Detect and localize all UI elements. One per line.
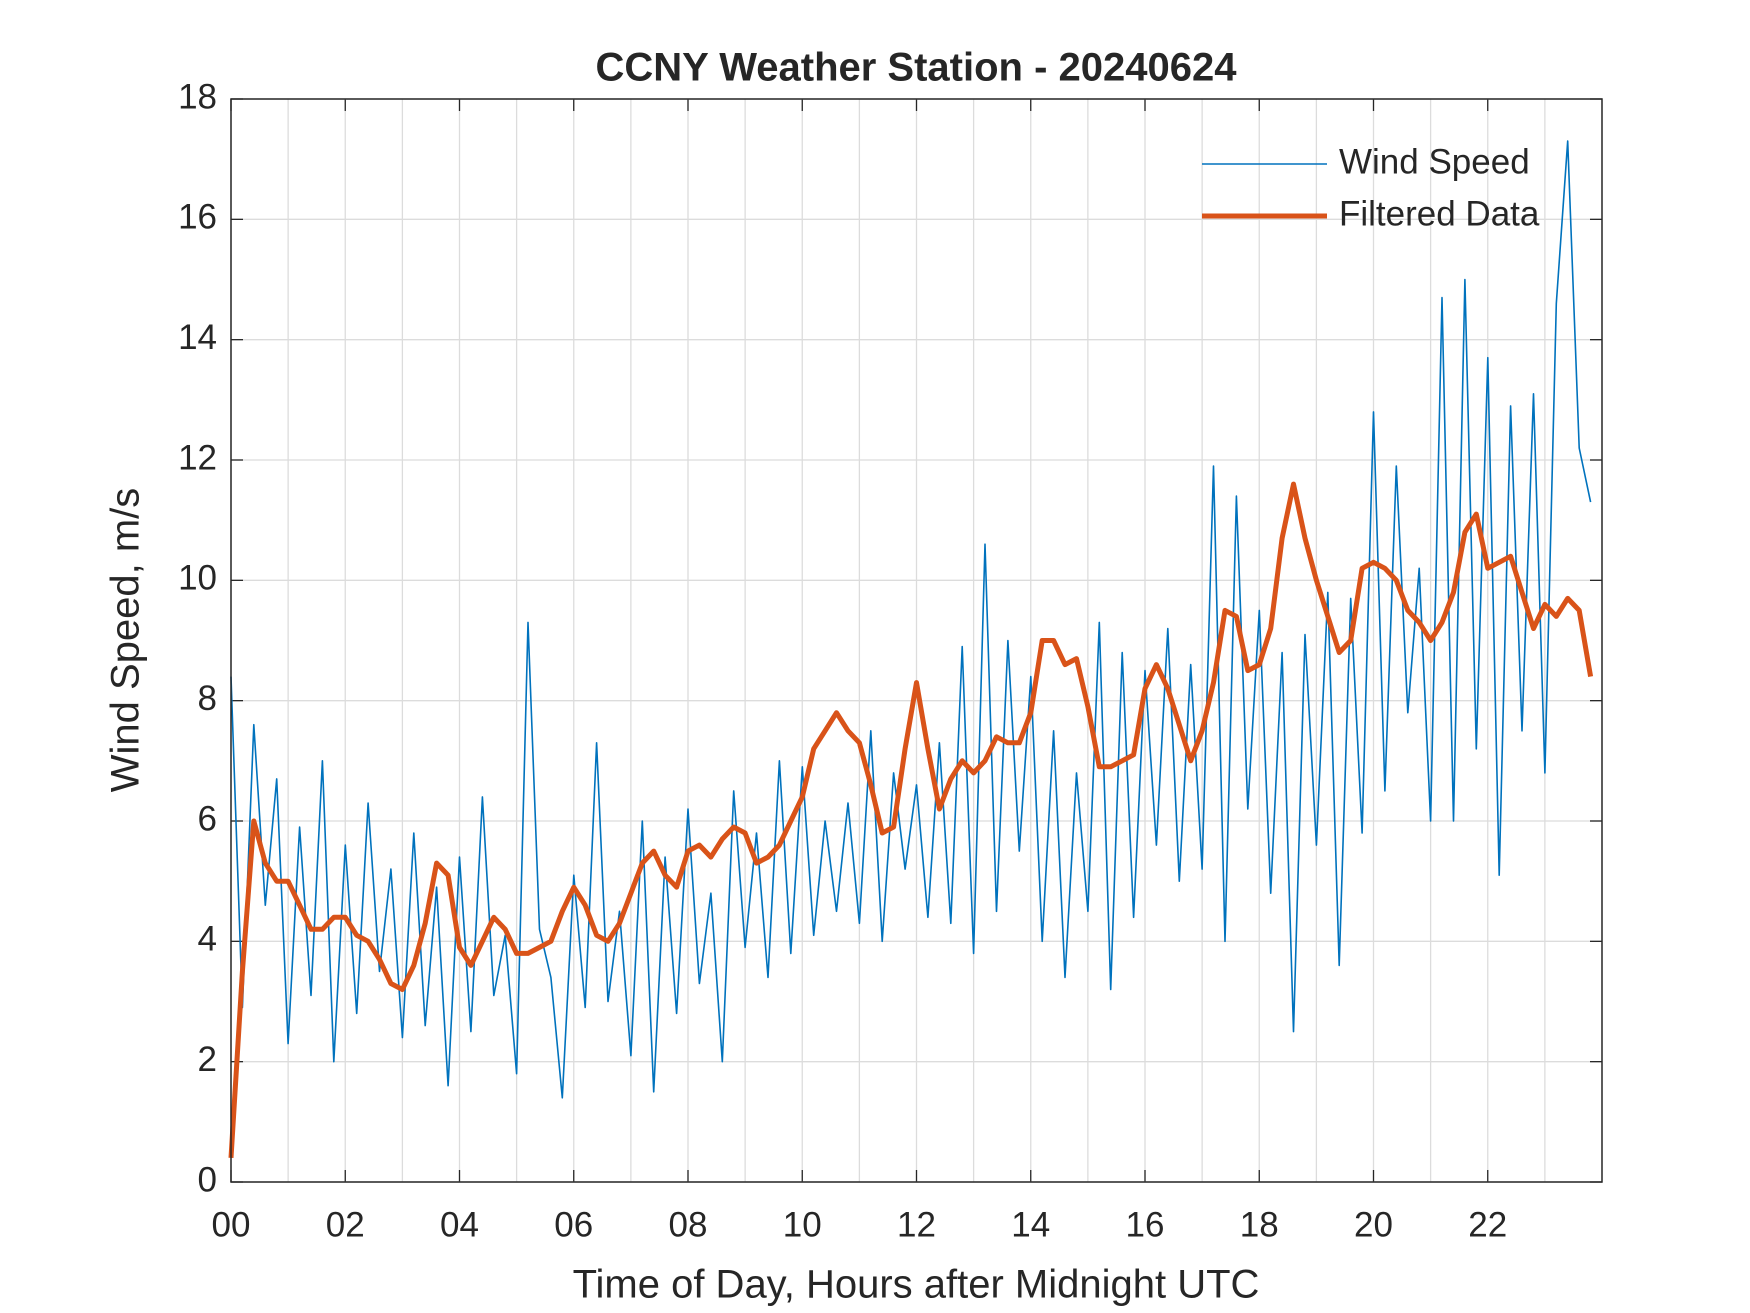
y-tick-label: 12 — [178, 438, 217, 477]
x-axis-label: Time of Day, Hours after Midnight UTC — [573, 1263, 1260, 1307]
chart-title: CCNY Weather Station - 20240624 — [596, 46, 1238, 90]
y-tick-label: 10 — [178, 559, 217, 598]
data-line — [230, 140, 1592, 1099]
y-tick-label: 18 — [178, 77, 217, 116]
y-tick-label: 2 — [198, 1040, 217, 1079]
x-tick-label: 20 — [1354, 1205, 1393, 1244]
y-tick-label: 14 — [178, 318, 217, 357]
plot-frame — [230, 98, 1603, 1183]
x-tick-label: 04 — [440, 1205, 479, 1244]
y-axis-label: Wind Speed, m/s — [104, 488, 148, 793]
x-tick-label: 10 — [783, 1205, 822, 1244]
y-tick-label: 16 — [178, 198, 217, 237]
x-tick-label: 18 — [1240, 1205, 1279, 1244]
legend-label: Wind Speed — [1339, 142, 1530, 181]
y-tick-label: 4 — [198, 920, 217, 959]
x-tick-label: 22 — [1468, 1205, 1507, 1244]
x-tick-label: 06 — [554, 1205, 593, 1244]
y-tick-label: 8 — [198, 679, 217, 718]
y-tick-label: 0 — [198, 1160, 217, 1199]
x-tick-label: 14 — [1011, 1205, 1050, 1244]
data-line — [228, 481, 1594, 1159]
x-tick-label: 08 — [669, 1205, 708, 1244]
y-tick-label: 6 — [198, 799, 217, 838]
x-tick-label: 16 — [1126, 1205, 1165, 1244]
x-tick-label: 00 — [212, 1205, 251, 1244]
x-tick-label: 12 — [897, 1205, 936, 1244]
legend-label: Filtered Data — [1339, 194, 1540, 233]
x-tick-label: 02 — [326, 1205, 365, 1244]
